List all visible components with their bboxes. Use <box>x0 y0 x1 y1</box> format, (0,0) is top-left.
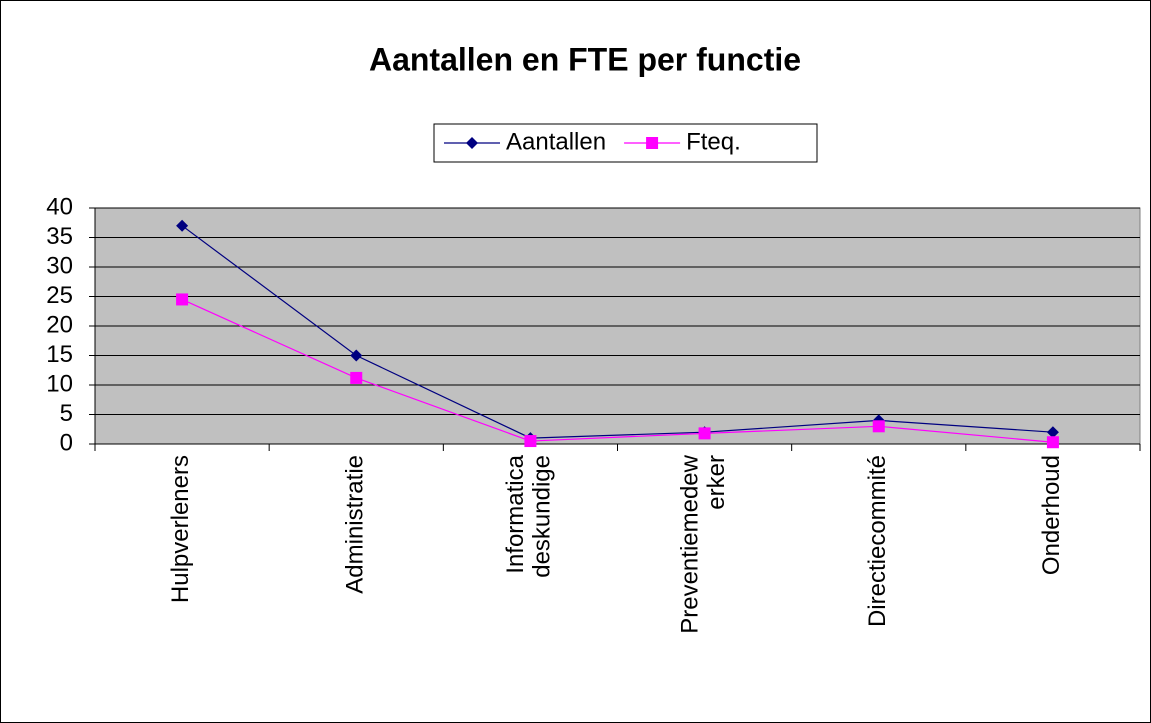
x-tick-label: Administratie <box>342 455 369 594</box>
series-line <box>181 225 1053 439</box>
x-tick-label: Directiecommité <box>864 455 891 627</box>
y-tick-label: 25 <box>46 282 73 309</box>
marker <box>176 293 189 306</box>
y-tick-label: 20 <box>46 311 73 338</box>
x-tick-label: Onderhoud <box>1038 455 1065 575</box>
legend-marker <box>646 137 659 149</box>
legend-label: Aantallen <box>506 128 606 155</box>
y-tick-label: 15 <box>46 341 73 368</box>
y-tick-label: 40 <box>46 193 73 220</box>
series-line <box>181 298 1053 443</box>
legend-marker <box>466 137 478 149</box>
chart-title: Aantallen en FTE per functie <box>369 41 801 77</box>
marker <box>350 371 363 384</box>
x-tick-label: Preventiemedewerker <box>677 454 730 633</box>
y-tick-label: 10 <box>46 370 73 397</box>
y-tick-label: 0 <box>60 429 73 456</box>
y-tick-label: 30 <box>46 252 73 279</box>
x-tick-label: Informaticadeskundige <box>503 454 556 577</box>
legend: Aantallen Fteq. <box>433 123 818 163</box>
marker <box>698 427 711 440</box>
y-tick-label: 35 <box>46 223 73 250</box>
marker <box>524 435 537 448</box>
marker <box>176 219 189 232</box>
x-tick-label: Hulpverleners <box>167 455 194 603</box>
legend-label: Fteq. <box>686 128 741 155</box>
marker <box>1046 426 1059 439</box>
marker <box>350 349 363 362</box>
y-tick-label: 5 <box>60 400 73 427</box>
marker <box>1046 436 1059 449</box>
marker <box>872 420 885 433</box>
